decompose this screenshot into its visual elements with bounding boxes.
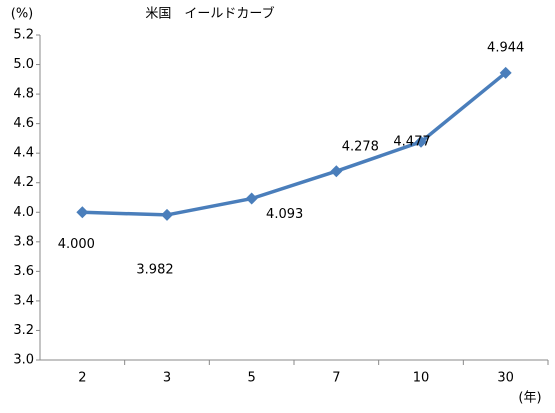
marker [499, 66, 512, 79]
x-tick-label: 3 [163, 371, 171, 386]
y-tick-label: 3.4 [13, 293, 34, 308]
y-tick-label: 3.6 [13, 264, 34, 279]
data-label: 4.278 [342, 140, 379, 155]
x-tick-label: 5 [248, 371, 256, 386]
marker [330, 165, 343, 178]
x-tick-label: 10 [413, 371, 430, 386]
marker [415, 135, 427, 148]
x-tick-label: 30 [497, 371, 514, 386]
y-axis-label: (%) [11, 7, 34, 22]
y-tick-label: 4.6 [13, 116, 34, 131]
data-label: 4.000 [58, 237, 95, 252]
y-tick-label: 4.8 [13, 87, 34, 102]
data-label: 4.477 [393, 134, 430, 149]
chart-title: 米国 イールドカーブ [145, 6, 274, 22]
y-tick-label: 3.2 [13, 323, 34, 338]
line [82, 71, 507, 217]
y-tick-label: 3.0 [13, 353, 34, 368]
data-label: 3.982 [136, 262, 173, 277]
marker [245, 192, 258, 205]
marker [76, 206, 89, 219]
x-tick-label: 7 [332, 371, 340, 386]
y-tick-label: 5.0 [13, 57, 34, 72]
data-label: 4.944 [487, 40, 524, 55]
y-tick-label: 3.8 [13, 234, 34, 249]
y-tick-label: 5.2 [13, 28, 34, 43]
x-tick-label: 2 [78, 371, 86, 386]
y-tick-label: 4.0 [13, 205, 34, 220]
x-axis-label: (年) [518, 391, 541, 406]
marker [161, 208, 173, 221]
y-tick-label: 4.2 [13, 175, 34, 190]
data-label: 4.093 [266, 207, 303, 222]
y-tick-label: 4.4 [13, 146, 34, 161]
